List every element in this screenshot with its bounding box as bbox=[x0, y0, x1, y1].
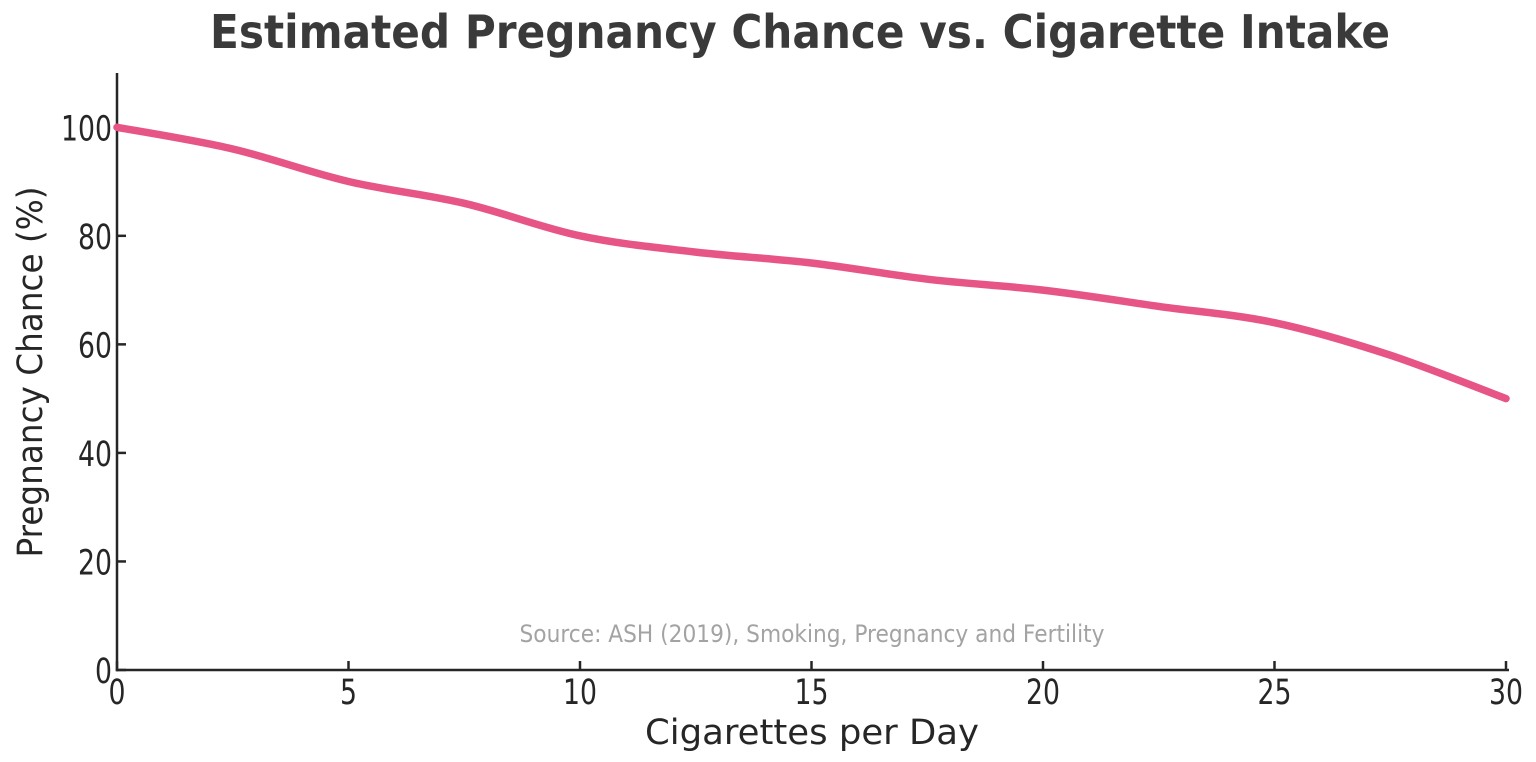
x-tick-label: 25 bbox=[1258, 673, 1292, 713]
chart-title: Estimated Pregnancy Chance vs. Cigarette… bbox=[210, 5, 1390, 59]
x-tick-label: 0 bbox=[109, 673, 126, 713]
y-axis-label: Pregnancy Chance (%) bbox=[11, 187, 51, 558]
y-tick-label: 0 bbox=[95, 652, 112, 692]
x-tick-label: 15 bbox=[795, 673, 829, 713]
axis-tick-labels: 0 5 10 15 20 25 30 0 20 40 60 80 100 bbox=[61, 109, 1523, 713]
source-note: Source: ASH (2019), Smoking, Pregnancy a… bbox=[520, 620, 1105, 648]
x-tick-label: 20 bbox=[1026, 673, 1060, 713]
axes-spines bbox=[115, 73, 1509, 672]
y-tick-label: 40 bbox=[78, 435, 112, 475]
y-tick-label: 20 bbox=[78, 543, 112, 583]
line-series bbox=[113, 123, 1510, 403]
y-tick-label: 100 bbox=[61, 109, 112, 149]
x-tick-label: 30 bbox=[1489, 673, 1523, 713]
x-tick-label: 10 bbox=[563, 673, 597, 713]
x-axis-label: Cigarettes per Day bbox=[645, 713, 979, 753]
y-tick-label: 80 bbox=[78, 218, 112, 258]
y-tick-label: 60 bbox=[78, 326, 112, 366]
x-tick-label: 5 bbox=[340, 673, 357, 713]
axis-ticks bbox=[115, 126, 1508, 672]
